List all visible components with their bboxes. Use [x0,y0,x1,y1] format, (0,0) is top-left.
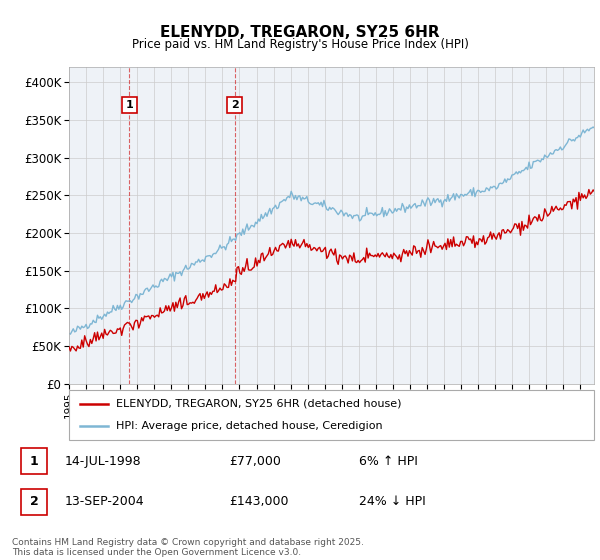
Text: £143,000: £143,000 [229,495,289,508]
FancyBboxPatch shape [21,489,47,515]
Text: 2: 2 [29,495,38,508]
Text: 13-SEP-2004: 13-SEP-2004 [65,495,145,508]
FancyBboxPatch shape [21,448,47,474]
Text: 6% ↑ HPI: 6% ↑ HPI [359,455,418,468]
Text: 24% ↓ HPI: 24% ↓ HPI [359,495,425,508]
Text: Price paid vs. HM Land Registry's House Price Index (HPI): Price paid vs. HM Land Registry's House … [131,38,469,52]
Text: Contains HM Land Registry data © Crown copyright and database right 2025.
This d: Contains HM Land Registry data © Crown c… [12,538,364,557]
Text: ELENYDD, TREGARON, SY25 6HR: ELENYDD, TREGARON, SY25 6HR [160,25,440,40]
FancyBboxPatch shape [69,390,594,440]
Text: ELENYDD, TREGARON, SY25 6HR (detached house): ELENYDD, TREGARON, SY25 6HR (detached ho… [116,399,402,409]
Text: 14-JUL-1998: 14-JUL-1998 [65,455,142,468]
Text: 1: 1 [125,100,133,110]
Text: 1: 1 [29,455,38,468]
Text: £77,000: £77,000 [229,455,281,468]
Text: 2: 2 [230,100,238,110]
Text: HPI: Average price, detached house, Ceredigion: HPI: Average price, detached house, Cere… [116,421,383,431]
